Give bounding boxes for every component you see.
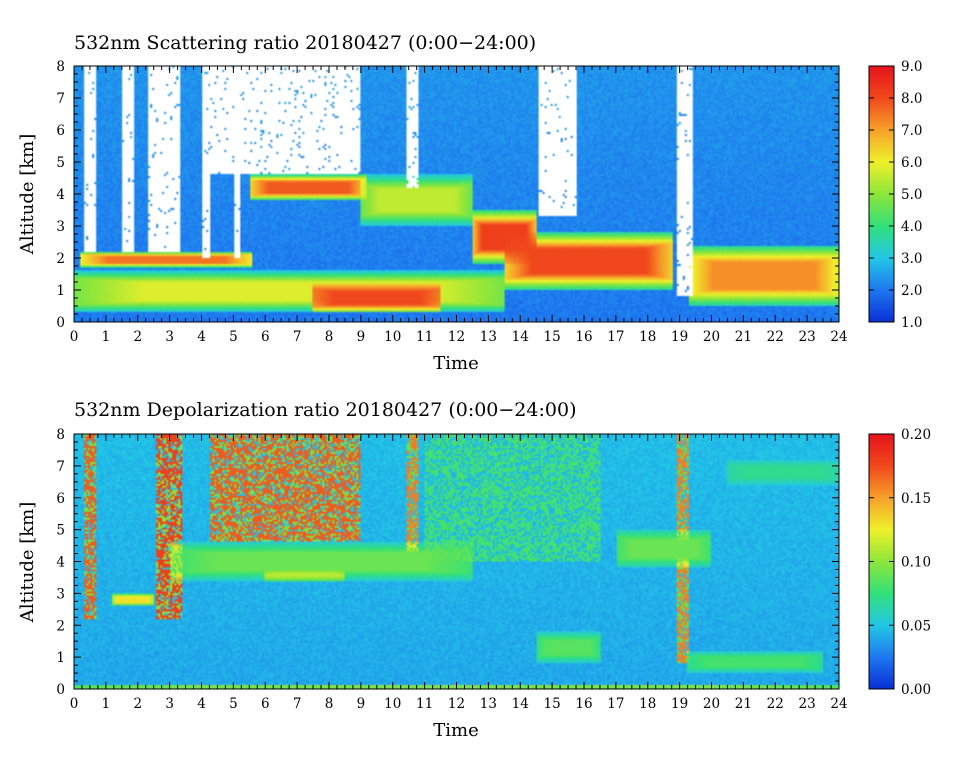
x-tick-label: 1 <box>102 696 111 712</box>
x-tick-label: 21 <box>735 696 752 712</box>
y-tick-label: 6 <box>56 123 65 139</box>
scattering-panel: 532nm Scattering ratio 20180427 (0:00−24… <box>17 32 922 374</box>
y-tick-label: 1 <box>56 283 65 299</box>
colorbar-tick-label: 8.0 <box>901 91 922 107</box>
colorbar-tick-label: 0.00 <box>901 682 931 698</box>
colorbar-tick-label: 4.0 <box>901 219 922 235</box>
colorbar-tick-label: 0.10 <box>901 555 931 571</box>
x-tick-label: 22 <box>767 329 784 345</box>
x-tick-label: 17 <box>607 696 624 712</box>
x-tick-label: 19 <box>671 696 688 712</box>
scattering-colorbar-ticks: 1.0 2.0 3.0 4.0 5.0 6.0 7.0 8.0 9.0 <box>869 59 922 331</box>
y-tick-label: 3 <box>56 586 65 602</box>
x-tick-label: 18 <box>639 329 656 345</box>
depolarization-y-ticks: 0 1 2 3 4 5 6 7 8 <box>56 427 839 698</box>
x-tick-label: 14 <box>512 696 529 712</box>
colorbar-tick-label: 6.0 <box>901 155 922 171</box>
x-tick-label: 14 <box>512 329 529 345</box>
scattering-xlabel: Time <box>433 353 478 374</box>
x-tick-label: 2 <box>133 329 142 345</box>
x-tick-label: 10 <box>384 329 401 345</box>
x-tick-label: 11 <box>416 696 433 712</box>
y-tick-label: 7 <box>56 91 65 107</box>
x-tick-label: 12 <box>448 329 465 345</box>
depolarization-colorbar-ticks: 0.00 0.05 0.10 0.15 0.20 <box>869 427 931 698</box>
colorbar-tick-label: 9.0 <box>901 59 922 75</box>
x-tick-label: 8 <box>325 696 334 712</box>
y-tick-label: 4 <box>56 187 65 203</box>
x-tick-label: 24 <box>830 696 847 712</box>
x-tick-label: 23 <box>799 329 816 345</box>
x-tick-label: 24 <box>830 329 847 345</box>
x-tick-label: 19 <box>671 329 688 345</box>
x-tick-label: 10 <box>384 696 401 712</box>
x-tick-label: 16 <box>575 329 592 345</box>
x-tick-label: 15 <box>544 329 561 345</box>
x-tick-label: 0 <box>70 329 79 345</box>
x-tick-label: 3 <box>165 696 174 712</box>
y-tick-label: 6 <box>56 491 65 507</box>
x-tick-label: 5 <box>229 329 238 345</box>
x-tick-label: 12 <box>448 696 465 712</box>
depolarization-heatmap <box>74 434 839 689</box>
depolarization-x-ticks: 0 1 2 3 4 5 6 7 8 9 10 11 12 13 14 15 16 17 18 19 20 21 22 23 24 <box>70 434 848 712</box>
x-tick-label: 13 <box>480 329 497 345</box>
x-tick-label: 13 <box>480 696 497 712</box>
x-tick-label: 23 <box>799 696 816 712</box>
colorbar-tick-label: 0.05 <box>901 618 931 634</box>
y-tick-label: 0 <box>56 682 65 698</box>
colorbar-tick-label: 5.0 <box>901 187 922 203</box>
colorbar-tick-label: 7.0 <box>901 123 922 139</box>
x-tick-label: 15 <box>544 696 561 712</box>
x-tick-label: 7 <box>293 696 302 712</box>
x-tick-label: 9 <box>357 696 366 712</box>
x-tick-label: 8 <box>325 329 334 345</box>
y-tick-label: 0 <box>56 315 65 331</box>
depolarization-title: 532nm Depolarization ratio 20180427 (0:0… <box>74 399 576 421</box>
y-tick-label: 5 <box>56 523 65 539</box>
x-tick-label: 17 <box>607 329 624 345</box>
x-tick-label: 20 <box>703 329 720 345</box>
x-tick-label: 4 <box>197 329 206 345</box>
scattering-heatmap <box>74 66 839 322</box>
y-tick-label: 3 <box>56 219 65 235</box>
x-tick-label: 21 <box>735 329 752 345</box>
x-tick-label: 4 <box>197 696 206 712</box>
x-tick-label: 5 <box>229 696 238 712</box>
x-tick-label: 6 <box>261 329 270 345</box>
y-tick-label: 7 <box>56 459 65 475</box>
depolarization-ylabel: Altitude [km] <box>17 502 38 624</box>
x-tick-label: 16 <box>575 696 592 712</box>
colorbar-tick-label: 2.0 <box>901 283 922 299</box>
y-tick-label: 8 <box>56 59 65 75</box>
scattering-x-ticks: 0 1 2 3 4 5 6 7 8 9 10 11 12 13 14 15 16 17 18 19 20 21 22 23 24 <box>70 66 848 345</box>
colorbar-tick-label: 3.0 <box>901 251 922 267</box>
x-tick-label: 0 <box>70 696 79 712</box>
x-tick-label: 2 <box>133 696 142 712</box>
y-tick-label: 2 <box>56 618 65 634</box>
scattering-title: 532nm Scattering ratio 20180427 (0:00−24… <box>74 32 536 54</box>
x-tick-label: 20 <box>703 696 720 712</box>
scattering-y-ticks: 0 1 2 3 4 5 6 7 8 <box>56 59 839 331</box>
y-tick-label: 2 <box>56 251 65 267</box>
x-tick-label: 7 <box>293 329 302 345</box>
x-tick-label: 1 <box>102 329 111 345</box>
depolarization-panel: 532nm Depolarization ratio 20180427 (0:0… <box>17 399 931 741</box>
x-tick-label: 11 <box>416 329 433 345</box>
y-tick-label: 5 <box>56 155 65 171</box>
x-tick-label: 6 <box>261 696 270 712</box>
colorbar-tick-label: 0.15 <box>901 491 931 507</box>
y-tick-label: 1 <box>56 650 65 666</box>
y-tick-label: 4 <box>56 555 65 571</box>
x-tick-label: 9 <box>357 329 366 345</box>
x-tick-label: 22 <box>767 696 784 712</box>
x-tick-label: 3 <box>165 329 174 345</box>
y-tick-label: 8 <box>56 427 65 443</box>
colorbar-tick-label: 0.20 <box>901 427 931 443</box>
scattering-ylabel: Altitude [km] <box>17 134 38 256</box>
depolarization-xlabel: Time <box>433 720 478 741</box>
x-tick-label: 18 <box>639 696 656 712</box>
colorbar-tick-label: 1.0 <box>901 315 922 331</box>
